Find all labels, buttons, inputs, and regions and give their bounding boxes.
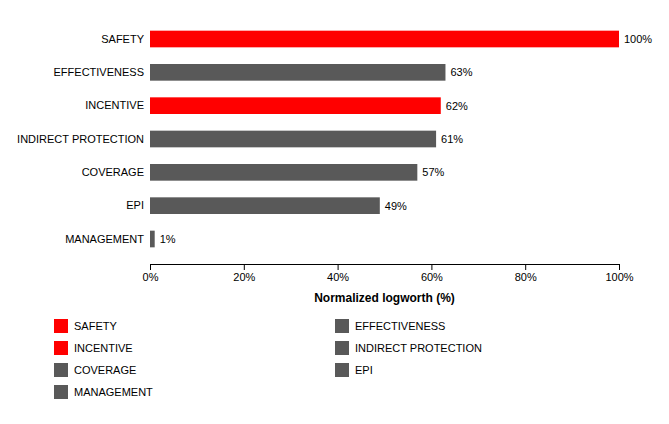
tick: 20% bbox=[233, 264, 255, 283]
tick-label: INCENTIVE bbox=[85, 99, 144, 111]
tick-label: SAFETY bbox=[101, 33, 144, 45]
data-label: 62% bbox=[446, 100, 468, 112]
bar bbox=[150, 197, 380, 214]
bar bbox=[150, 131, 436, 148]
legend-label: SAFETY bbox=[74, 320, 117, 332]
legend-swatch bbox=[54, 319, 68, 333]
tick: COVERAGE bbox=[82, 166, 150, 178]
tick-mark bbox=[244, 264, 245, 270]
legend-label: EPI bbox=[355, 364, 373, 376]
legend-label: MANAGEMENT bbox=[74, 386, 153, 398]
legend-label: INDIRECT PROTECTION bbox=[355, 342, 482, 354]
value-axis: 0% 20% 40% 60% 80% 100% bbox=[143, 264, 634, 283]
axis-title: Normalized logworth (%) bbox=[314, 291, 455, 305]
data-label: 100% bbox=[624, 33, 652, 45]
tick: 80% bbox=[515, 264, 537, 283]
tick-mark bbox=[619, 264, 620, 270]
tick-label: MANAGEMENT bbox=[65, 233, 144, 245]
legend-item: MANAGEMENT bbox=[54, 385, 153, 399]
tick-label: 0% bbox=[143, 271, 159, 283]
bar bbox=[150, 97, 441, 114]
legend-item: INDIRECT PROTECTION bbox=[335, 341, 482, 355]
axis-line bbox=[151, 265, 620, 271]
tick-mark bbox=[431, 264, 432, 270]
tick: INDIRECT PROTECTION bbox=[17, 133, 150, 145]
bar bbox=[150, 164, 417, 181]
tick: EFFECTIVENESS bbox=[54, 66, 150, 78]
tick: INCENTIVE bbox=[85, 99, 150, 111]
tick-label: 80% bbox=[515, 271, 537, 283]
tick-label: 60% bbox=[421, 271, 443, 283]
legend-item: INCENTIVE bbox=[54, 341, 133, 355]
data-label: 61% bbox=[441, 133, 463, 145]
data-label: 1% bbox=[160, 233, 176, 245]
tick-label: 100% bbox=[605, 271, 633, 283]
category-axis: SAFETY EFFECTIVENESS INCENTIVE INDIRECT PRO… bbox=[17, 33, 150, 245]
chart: 0% 20% 40% 60% 80% 100% SAFETY EFFECTIVENESS INC… bbox=[0, 0, 669, 424]
legend-swatch bbox=[335, 319, 349, 333]
data-label: 57% bbox=[422, 166, 444, 178]
legend-item: EPI bbox=[335, 363, 373, 377]
legend: SAFETY EFFECTIVENESS INCENTIVE INDIRECT PRO… bbox=[54, 319, 482, 399]
legend-item: COVERAGE bbox=[54, 363, 136, 377]
tick-label: 40% bbox=[327, 271, 349, 283]
bar bbox=[150, 231, 155, 248]
data-label: 63% bbox=[450, 66, 472, 78]
legend-swatch bbox=[54, 385, 68, 399]
plot: 0% 20% 40% 60% 80% 100% SAFETY EFFECTIVENESS INC… bbox=[17, 31, 652, 283]
legend-label: EFFECTIVENESS bbox=[355, 320, 445, 332]
legend-label: INCENTIVE bbox=[74, 342, 133, 354]
legend-item: EFFECTIVENESS bbox=[335, 319, 445, 333]
tick: 100% bbox=[605, 264, 633, 283]
tick: 0% bbox=[143, 264, 159, 283]
tick: 60% bbox=[421, 264, 443, 283]
tick-label: EFFECTIVENESS bbox=[54, 66, 144, 78]
bar bbox=[150, 31, 619, 48]
legend-swatch bbox=[54, 341, 68, 355]
data-labels: 100% 63% 62% 61% 57% 49% 1% bbox=[160, 33, 653, 245]
legend-item: SAFETY bbox=[54, 319, 117, 333]
tick-label: COVERAGE bbox=[82, 166, 144, 178]
bars bbox=[150, 31, 619, 248]
tick: MANAGEMENT bbox=[65, 233, 150, 245]
legend-swatch bbox=[335, 341, 349, 355]
data-label: 49% bbox=[385, 200, 407, 212]
tick: 40% bbox=[327, 264, 349, 283]
legend-swatch bbox=[335, 363, 349, 377]
tick-label: EPI bbox=[126, 199, 144, 211]
legend-label: COVERAGE bbox=[74, 364, 136, 376]
tick-label: 20% bbox=[233, 271, 255, 283]
tick: SAFETY bbox=[101, 33, 150, 45]
tick-mark bbox=[338, 264, 339, 270]
tick-mark bbox=[150, 264, 151, 270]
tick-label: INDIRECT PROTECTION bbox=[17, 133, 144, 145]
bar bbox=[150, 64, 445, 81]
legend-swatch bbox=[54, 363, 68, 377]
tick-mark bbox=[525, 264, 526, 270]
tick: EPI bbox=[126, 199, 150, 211]
